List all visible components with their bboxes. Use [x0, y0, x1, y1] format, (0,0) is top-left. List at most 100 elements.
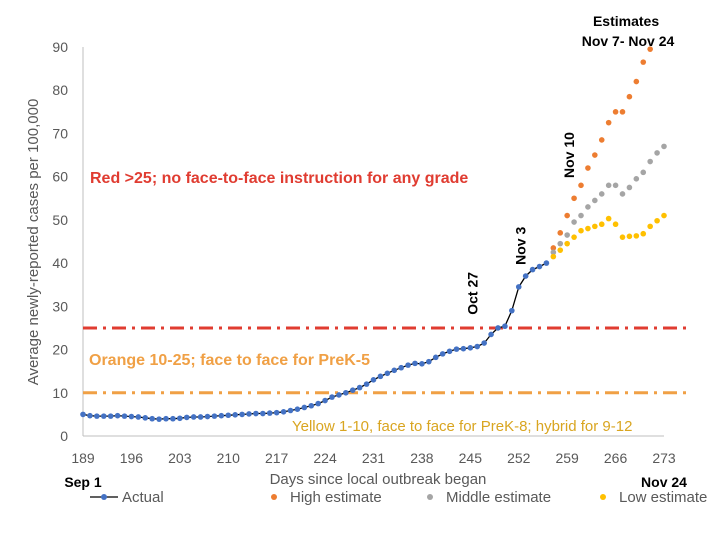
data-point — [149, 415, 155, 422]
data-point — [605, 215, 612, 222]
yellow-zone-label: Yellow 1-10, face to face for PreK-8; hy… — [292, 418, 632, 435]
x-tick-label: 273 — [652, 450, 676, 466]
data-point — [301, 404, 308, 411]
data-point — [647, 223, 653, 230]
data-point — [114, 412, 121, 419]
data-point — [536, 263, 543, 270]
date-annotations: Oct 27 Nov 3 Nov 10 — [464, 132, 577, 315]
data-point — [246, 411, 252, 417]
data-point — [177, 415, 183, 422]
chart-title: Estimates Nov 7- Nov 24 — [582, 13, 675, 49]
y-tick-label: 40 — [52, 255, 68, 271]
data-point — [253, 410, 259, 417]
data-point — [605, 119, 612, 126]
data-point — [356, 384, 363, 391]
data-point — [190, 414, 197, 420]
y-tick-label: 30 — [52, 298, 68, 314]
x-tick-label: 252 — [507, 450, 531, 466]
data-point — [197, 414, 204, 420]
data-point — [612, 221, 619, 228]
data-point — [592, 223, 598, 230]
data-point — [412, 360, 418, 367]
data-point — [640, 230, 647, 237]
x-tick-label: 203 — [168, 450, 192, 466]
data-point — [598, 221, 605, 228]
data-point — [336, 392, 342, 398]
data-point — [474, 343, 481, 350]
series-low-estimate — [550, 212, 667, 260]
data-point — [543, 260, 550, 266]
data-point — [571, 219, 577, 225]
data-point — [647, 46, 653, 52]
data-point — [439, 351, 446, 357]
data-point — [460, 345, 467, 352]
legend-item: Low estimate — [600, 489, 707, 506]
chart-title-line-1: Estimates — [593, 13, 659, 29]
data-point — [329, 394, 335, 400]
data-point — [626, 184, 633, 191]
data-point — [405, 362, 411, 368]
y-axis-title: Average newly-reported cases per 100,000 — [25, 99, 42, 386]
data-point — [121, 413, 128, 419]
data-point — [204, 413, 211, 420]
data-point — [509, 307, 515, 314]
data-point — [94, 413, 100, 419]
legend-label: Actual — [122, 489, 164, 506]
legend-item: Actual — [90, 489, 164, 506]
x-start-date-label: Sep 1 — [64, 474, 102, 490]
data-point — [287, 407, 294, 414]
x-axis-title: Days since local outbreak began — [270, 471, 487, 488]
data-point — [578, 212, 584, 219]
chart-title-line-2: Nov 7- Nov 24 — [582, 33, 675, 49]
data-point — [592, 197, 598, 204]
data-point — [515, 284, 522, 290]
legend-label: Low estimate — [619, 489, 707, 506]
data-point — [578, 182, 584, 189]
data-point — [550, 249, 557, 256]
data-point — [495, 325, 501, 331]
y-tick-labels: 0 10 20 30 40 50 60 70 80 90 — [52, 39, 68, 444]
axes — [82, 47, 664, 437]
y-tick-label: 80 — [52, 82, 68, 98]
legend-item: Middle estimate — [427, 489, 551, 506]
data-point — [446, 348, 453, 355]
data-point — [481, 340, 487, 346]
y-tick-label: 70 — [52, 125, 68, 141]
data-point — [522, 273, 529, 279]
data-point — [232, 412, 238, 418]
data-point — [564, 212, 570, 219]
legend-label: Middle estimate — [446, 489, 551, 506]
data-point — [619, 191, 626, 197]
orange-zone-label: Orange 10-25; face to face for PreK-5 — [89, 352, 370, 369]
data-point — [370, 377, 377, 383]
data-point — [87, 412, 93, 419]
data-point — [488, 331, 494, 338]
data-point — [453, 346, 460, 352]
series-layer — [80, 46, 667, 422]
data-point — [619, 109, 626, 115]
data-point — [626, 233, 633, 240]
x-tick-label: 210 — [217, 450, 241, 466]
data-point — [266, 410, 273, 416]
data-point — [308, 402, 315, 409]
series-high-estimate — [550, 46, 653, 251]
data-point — [592, 152, 598, 158]
y-tick-label: 20 — [52, 342, 68, 358]
red-zone-label: Red >25; no face-to-face instruction for… — [90, 170, 468, 187]
data-point — [80, 411, 86, 418]
x-tick-label: 259 — [555, 450, 579, 466]
data-point — [585, 165, 591, 171]
x-tick-label: 224 — [313, 450, 337, 466]
series-middle-estimate — [550, 143, 667, 256]
data-point — [661, 212, 667, 219]
data-point — [142, 415, 149, 421]
data-point — [571, 195, 577, 202]
data-point — [571, 234, 577, 240]
data-point — [315, 400, 321, 407]
data-point — [170, 415, 176, 422]
legend-marker — [427, 494, 433, 500]
data-point — [598, 137, 605, 143]
data-point — [661, 143, 667, 150]
data-point — [377, 373, 384, 380]
